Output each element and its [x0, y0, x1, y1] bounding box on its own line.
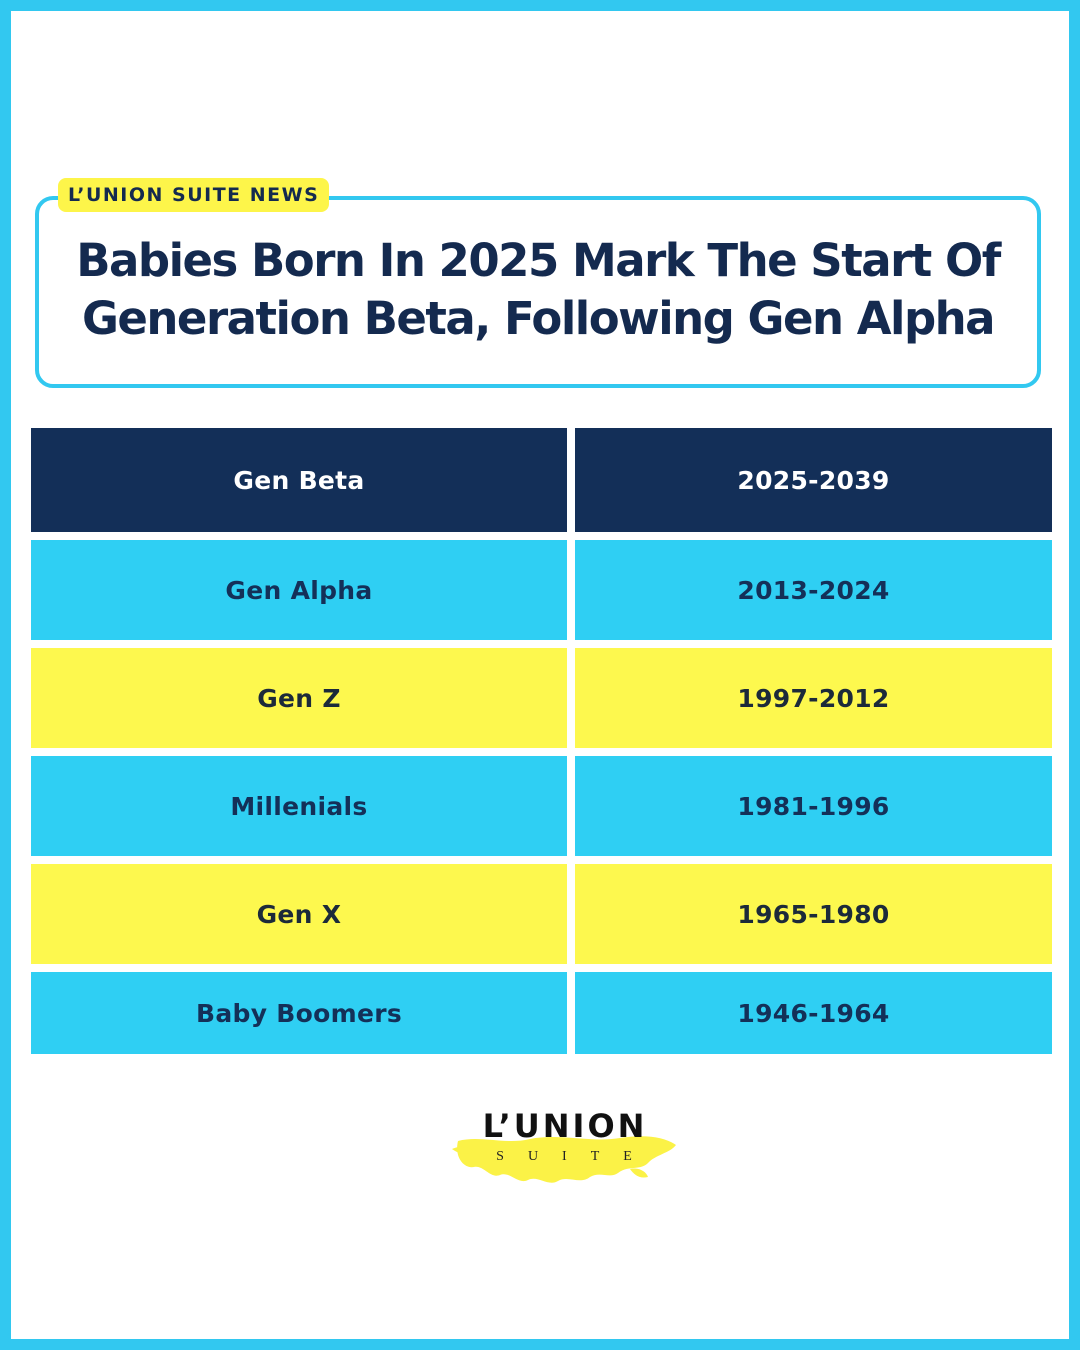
years-cell: 2025-2039 — [575, 428, 1052, 532]
generation-cell: Millenials — [31, 756, 567, 856]
generation-cell: Gen Z — [31, 648, 567, 748]
headline: Babies Born In 2025 Mark The Start Of Ge… — [40, 232, 1036, 348]
paint-splash-icon — [452, 1136, 676, 1183]
years-cell: 2013-2024 — [575, 540, 1052, 640]
table-row-gen-beta: Gen Beta 2025-2039 — [31, 428, 1052, 532]
years-cell: 1946-1964 — [575, 972, 1052, 1054]
headline-line-2: Generation Beta, Following Gen Alpha — [81, 292, 996, 345]
logo-wordmark: L’UNION — [482, 1107, 648, 1145]
table-row-baby-boomers: Baby Boomers 1946-1964 — [31, 972, 1052, 1054]
generation-cell: Gen X — [31, 864, 567, 964]
logo-subtitle: SUITE — [496, 1149, 656, 1164]
headline-line-1: Babies Born In 2025 Mark The Start Of — [76, 234, 1001, 287]
table-row-gen-alpha: Gen Alpha 2013-2024 — [31, 540, 1052, 640]
headline-card — [35, 196, 1041, 388]
table-row-millenials: Millenials 1981-1996 — [31, 756, 1052, 856]
years-cell: 1981-1996 — [575, 756, 1052, 856]
news-tag: L’UNION SUITE NEWS — [58, 178, 330, 212]
table-row-gen-z: Gen Z 1997-2012 — [31, 648, 1052, 748]
generation-cell: Gen Alpha — [31, 540, 567, 640]
table-row-gen-x: Gen X 1965-1980 — [31, 864, 1052, 964]
years-cell: 1965-1980 — [575, 864, 1052, 964]
generation-cell: Gen Beta — [31, 428, 567, 532]
brand-logo: L’UNION SUITE — [450, 1105, 680, 1190]
generation-cell: Baby Boomers — [31, 972, 567, 1054]
years-cell: 1997-2012 — [575, 648, 1052, 748]
